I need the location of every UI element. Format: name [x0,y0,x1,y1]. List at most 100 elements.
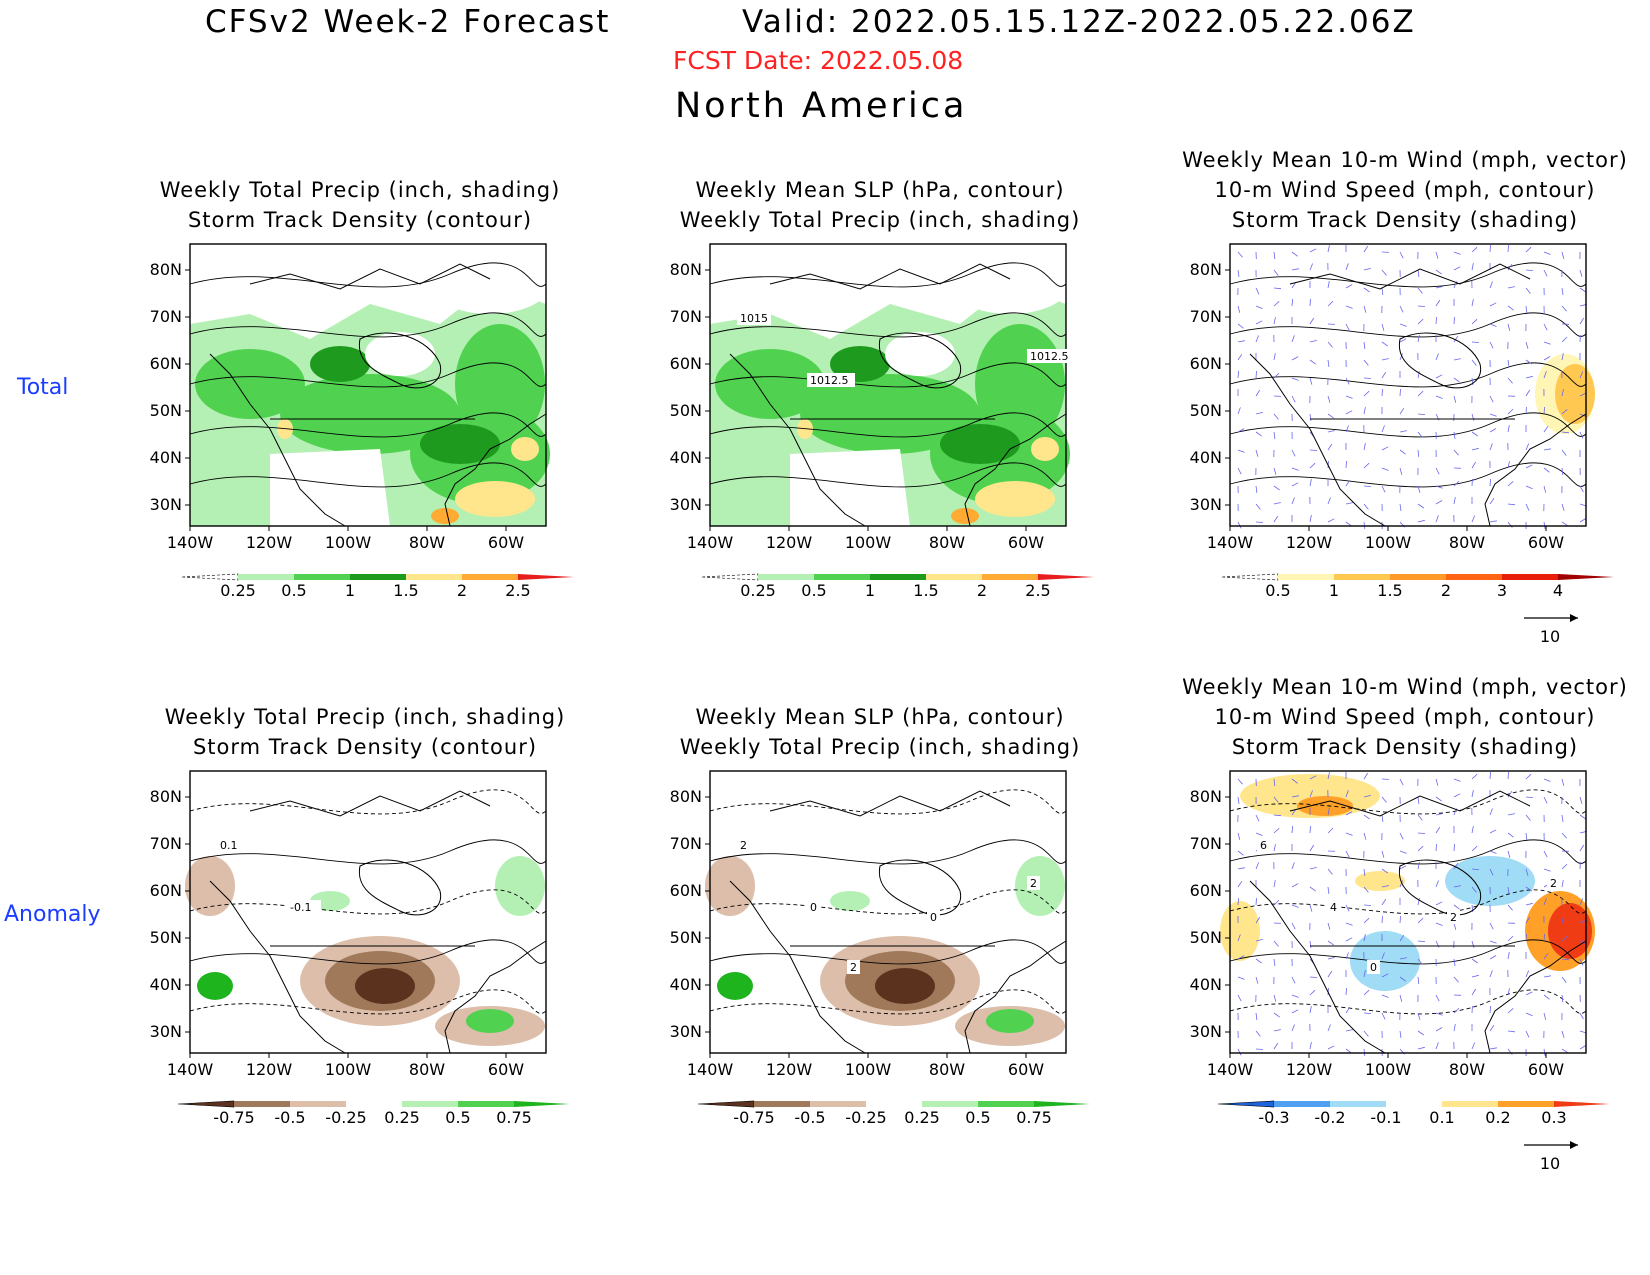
lat-tick-label: 80N [150,260,182,279]
contour-label: 2 [850,961,857,974]
wind-vector [1471,515,1476,523]
colorbar-tick-label: 0.5 [801,581,826,600]
wind-vector [1399,865,1407,870]
precip-dry-anomaly [185,856,235,916]
lon-tick-label: 120W [246,1060,293,1079]
wind-vector [1471,773,1478,780]
wind-vector [1543,898,1547,906]
wind-vector [1327,970,1333,978]
colorbar-anomaly-storm: -0.3 -0.2 -0.1 0.1 0.2 0.3 [1217,1100,1610,1127]
wind-vector [1417,503,1425,509]
wind-vector [1435,796,1442,802]
colorbar-tick-label: -0.2 [1314,1108,1345,1127]
map-frame [709,243,1067,527]
wind-vector [1489,497,1495,505]
wind-vector [1291,778,1298,784]
wind-vector [1543,371,1547,379]
contour-line [709,312,1067,338]
wind-vector [1453,885,1461,888]
forecast-date: FCST Date: 2022.05.08 [673,46,964,75]
contour-label-bg [1027,349,1075,363]
precip-yellow-area [511,437,539,461]
wind-vector [1273,899,1280,906]
colorbar-tick-label: -0.3 [1258,1108,1289,1127]
wind-vector [1525,359,1533,365]
wind-vector [1381,898,1387,906]
precip-heavy-area [310,346,370,382]
west-coastline [1249,880,1386,1054]
lon-tick-label: 80W [409,1060,445,1079]
wind-vector [1237,323,1244,329]
wind-vector [1273,372,1280,379]
wind-vector [1453,843,1455,852]
wind-vector [1381,341,1388,347]
wind-vector [1435,826,1441,834]
map-panel-anomaly-precip: 80N 70N 60N 50N 40N 30N 140W 120W 100W 80W 60W 0.1 -… [150,770,547,1079]
wind-vector [1417,1046,1425,1050]
contour-label-bg [1447,910,1460,924]
colorbar-tick-label: 0.25 [384,1108,420,1127]
wind-vector [1327,430,1335,433]
contour-line [189,262,547,288]
lon-tick-label: 80W [1449,533,1485,552]
wind-vector [1489,302,1497,307]
precip-heavy-area [940,424,1020,464]
wind-vector [1507,461,1510,469]
wind-vector [1237,976,1245,980]
wind-vector [1363,390,1370,397]
axis-labels: 80N 70N 60N 50N 40N 30N 140W 120W 100W 80W 60W [1190,787,1565,1079]
wind-vector [1327,957,1335,960]
wind-vector [1273,880,1276,888]
wind-vector [1237,428,1245,433]
colorbar-swatch [350,574,406,580]
wind-vector [1237,449,1245,453]
contour-line [189,312,547,338]
wind-vector [1273,485,1280,491]
wind-vector [1471,318,1478,325]
wind-vector [1543,406,1545,415]
storm-positive-anomaly [1355,871,1405,891]
wind-vector [1525,287,1531,294]
wind-vector [1561,521,1569,527]
wind-vector [1237,955,1245,960]
colorbar-swatch [1038,574,1094,580]
wind-vector [1525,269,1534,271]
axis-labels: 80N 70N 60N 50N 40N 30N 140W 120W 100W 80W 60W [1190,260,1565,552]
wind-vector [1453,395,1457,403]
wind-vector [1543,323,1548,331]
contour-label: 0.1 [220,839,238,852]
contour-line [1229,262,1587,288]
wind-vector [1363,485,1372,487]
wind-vector [1309,1042,1312,1050]
contour-label: 0 [1370,961,1377,974]
wind-vector [1309,515,1312,523]
wind-vector [1561,389,1564,397]
wind-vector [1381,388,1383,397]
wind-vector [1489,520,1497,523]
wind-vector [1417,371,1420,379]
coastline-layer [729,790,1067,1054]
wind-vector [1327,395,1331,403]
wind-vector [1561,814,1564,822]
wind-vector [1507,850,1511,858]
wind-vector [1255,814,1260,822]
colorbar-swatch [234,1101,290,1107]
precip-yellow-area [975,481,1055,517]
lat-tick-label: 40N [150,975,182,994]
arctic-islands-outline [249,263,491,290]
wind-vector [1345,1029,1353,1032]
wind-vector [1507,481,1514,487]
wind-vector [1453,976,1459,983]
wind-vector [1561,503,1565,511]
wind-vector [1309,844,1315,852]
contour-label-bg [1547,876,1560,890]
wind-vector [1507,244,1509,253]
colorbar-tick-label: 2 [457,581,467,600]
wind-vector [1237,305,1241,313]
colorbar-swatch [982,574,1038,580]
wind-vector [1543,425,1549,433]
wind-vector [1507,305,1514,311]
wind-vector [1471,940,1475,948]
colorbar-swatch [1334,574,1390,580]
contour-line [709,789,1067,815]
